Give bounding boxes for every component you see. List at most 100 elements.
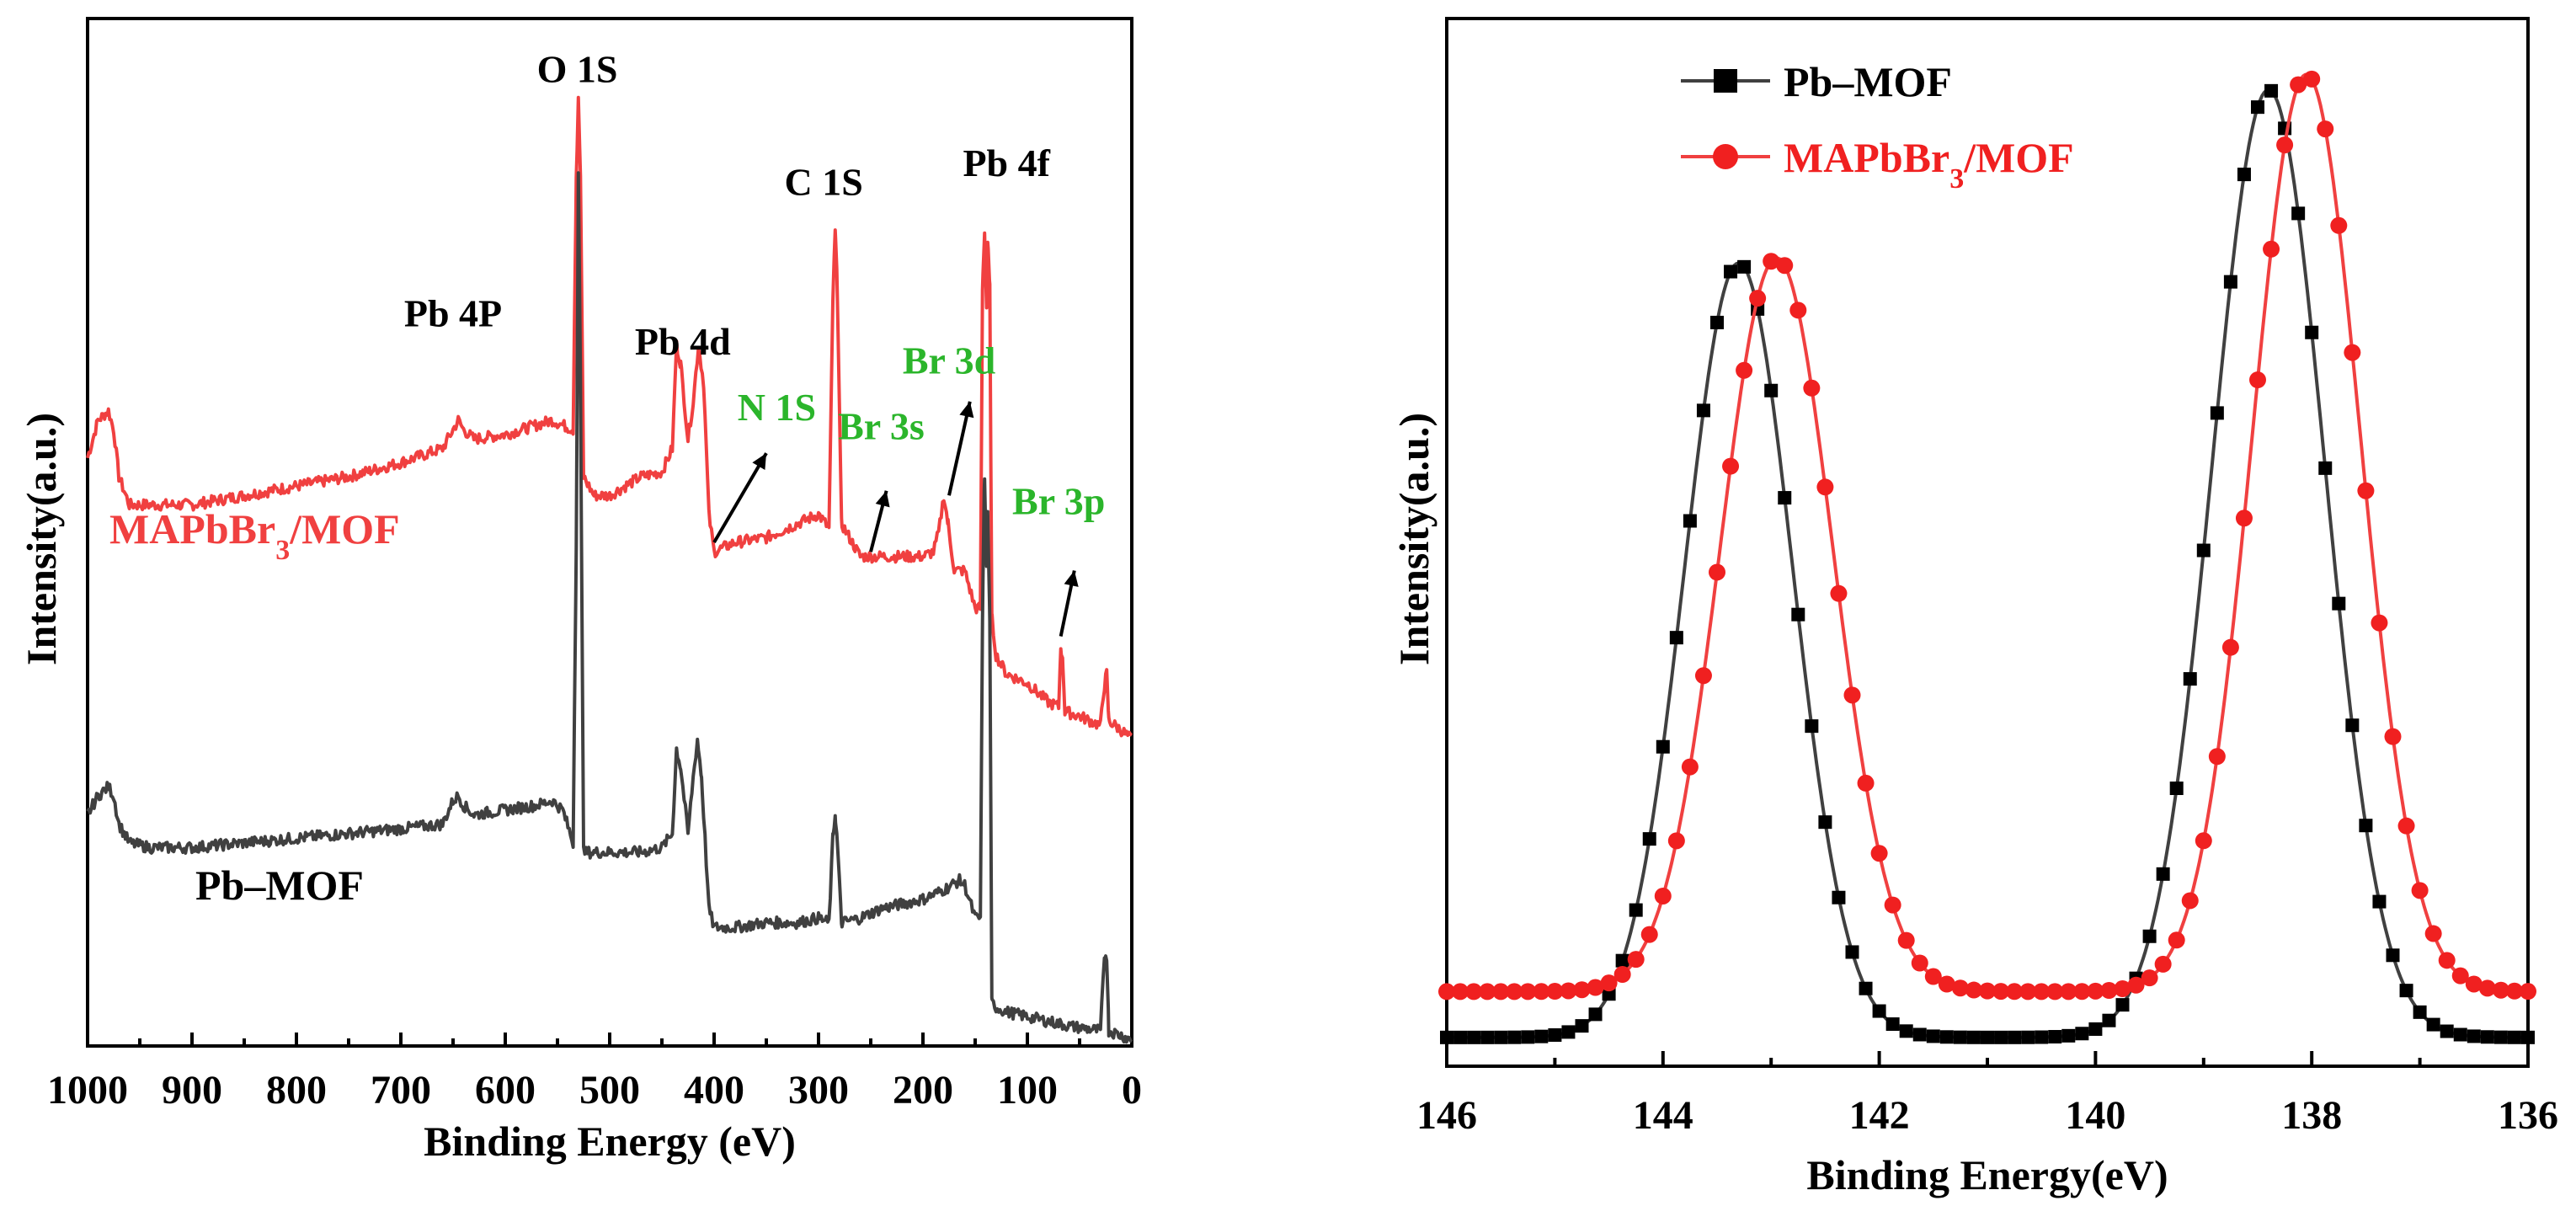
right-x-tick-label: 142 [1849, 1093, 1910, 1138]
right-data-point [2142, 929, 2157, 943]
right-data-point [2221, 638, 2239, 656]
right-data-point [1694, 667, 1712, 685]
right-data-point [1832, 890, 1846, 904]
legend-label-mapbbr3-sub: 3 [1949, 163, 1964, 195]
right-data-point [1857, 774, 1875, 792]
right-data-point [2357, 482, 2375, 499]
right-data-point [2290, 76, 2307, 93]
right-data-point [1884, 896, 1901, 914]
right-data-point [2019, 983, 2037, 1001]
right-data-point [2251, 100, 2264, 115]
right-data-point [1843, 686, 1861, 704]
left-series-label-mapbbr3-main: MAPbBr [109, 505, 275, 552]
left-peak-annotations: O 1S C 1S Pb 4f Pb 4P Pb 4dN 1S Br 3s Br 3d Br … [404, 48, 1105, 637]
right-data-point [2438, 952, 2456, 969]
right-data-point [1548, 1028, 1562, 1043]
right-data-point [2521, 1030, 2535, 1044]
right-data-point [1575, 1019, 1589, 1033]
right-data-point [2317, 120, 2334, 138]
right-data-point [1816, 478, 1834, 496]
right-data-point [1615, 953, 1629, 968]
right-data-point [1737, 259, 1752, 274]
right-data-point [1749, 290, 1767, 307]
right-x-axis-title: Binding Energy(eV) [1806, 1151, 2168, 1198]
right-data-point [1560, 982, 1577, 1000]
left-x-tick-label: 900 [162, 1068, 222, 1113]
legend-label-pb-mof: Pb–MOF [1784, 58, 1952, 105]
right-data-point [2035, 1030, 2049, 1044]
left-y-axis-title: Intensity(a.u.) [18, 413, 65, 665]
left-series-label-pb-mof: Pb–MOF [195, 862, 364, 909]
right-data-point [2168, 931, 2185, 949]
right-series-line [1447, 72, 2529, 994]
left-series-label-mapbbr3-mof: MAPbBr3/MOF [109, 505, 400, 566]
right-data-point [2088, 1022, 2103, 1036]
right-data-point [1899, 1024, 1913, 1038]
right-data-point [2046, 983, 2064, 1001]
right-data-point [1521, 1030, 1535, 1044]
right-data-point [1452, 983, 1469, 1001]
right-data-point [2183, 672, 2197, 686]
right-data-point [2397, 817, 2415, 835]
right-data-point [1979, 982, 1996, 1000]
annotation-arrow-head [1064, 570, 1079, 587]
right-data-point [2073, 983, 2091, 1001]
right-curves [1438, 70, 2536, 1044]
right-data-point [1642, 832, 1656, 846]
left-x-tick-label: 600 [475, 1068, 536, 1113]
right-data-point [1587, 979, 1604, 996]
left-x-tick-label: 100 [997, 1068, 1058, 1113]
peak-label: Pb 4f [963, 141, 1050, 184]
peak-label: Br 3d [903, 339, 996, 382]
left-x-tick-label: 1000 [47, 1068, 128, 1113]
right-data-point [2426, 1017, 2440, 1032]
left-x-tick-label: 0 [1122, 1068, 1142, 1113]
right-data-point [1885, 1017, 1900, 1032]
right-data-point [1966, 1030, 1981, 1044]
right-data-point [1480, 1030, 1495, 1044]
right-data-point [1588, 1007, 1603, 1022]
right-data-point [1507, 1030, 1522, 1044]
right-data-point [2141, 969, 2158, 987]
right-data-point [1640, 926, 1658, 943]
right-data-point [2386, 948, 2400, 963]
right-data-point [2332, 596, 2346, 611]
right-data-point [1736, 361, 1753, 379]
right-data-point [1870, 845, 1888, 862]
right-data-point [2305, 325, 2319, 339]
right-data-point [1453, 1030, 1468, 1044]
right-data-point [2154, 955, 2172, 973]
right-x-tick-label: 146 [1416, 1093, 1477, 1138]
right-data-point [1683, 514, 1697, 528]
legend-label-mapbbr3-main: MAPbBr [1784, 134, 1949, 181]
right-data-point [2235, 510, 2253, 527]
right-data-point [1763, 253, 1780, 270]
right-data-point [1627, 951, 1645, 969]
right-data-point [1533, 983, 1550, 1001]
right-data-point [1561, 1025, 1576, 1039]
right-data-point [2478, 979, 2496, 997]
right-data-point [1805, 719, 1819, 734]
right-data-point [2156, 867, 2170, 881]
right-data-point [2424, 925, 2442, 942]
right-data-point [2505, 982, 2523, 1000]
left-x-ticks: 1000 900 800 700 600 500 400 300 200 100 0 [47, 1033, 1142, 1113]
right-data-point [2208, 748, 2226, 766]
right-data-point [1778, 491, 1792, 505]
right-data-point [1926, 1029, 1940, 1043]
right-data-point [2263, 240, 2280, 258]
right-data-point [2169, 782, 2184, 796]
left-x-tick-label: 700 [371, 1068, 431, 1113]
right-data-point [1845, 945, 1859, 959]
right-data-point [1696, 403, 1710, 418]
right-data-point [1546, 983, 1564, 1001]
right-data-point [2467, 1029, 2481, 1043]
right-data-point [1669, 631, 1683, 645]
right-data-point [2453, 1027, 2467, 1042]
pb4f-spectrum-panel: 146 144 142 140 138 136 Binding Energy(eV) In… [1390, 17, 2558, 1198]
right-data-point [1994, 1030, 2008, 1044]
right-data-point [1981, 1030, 1994, 1044]
right-data-point [1924, 968, 1942, 985]
right-data-point [1911, 954, 1928, 972]
right-data-point [2087, 982, 2104, 1000]
